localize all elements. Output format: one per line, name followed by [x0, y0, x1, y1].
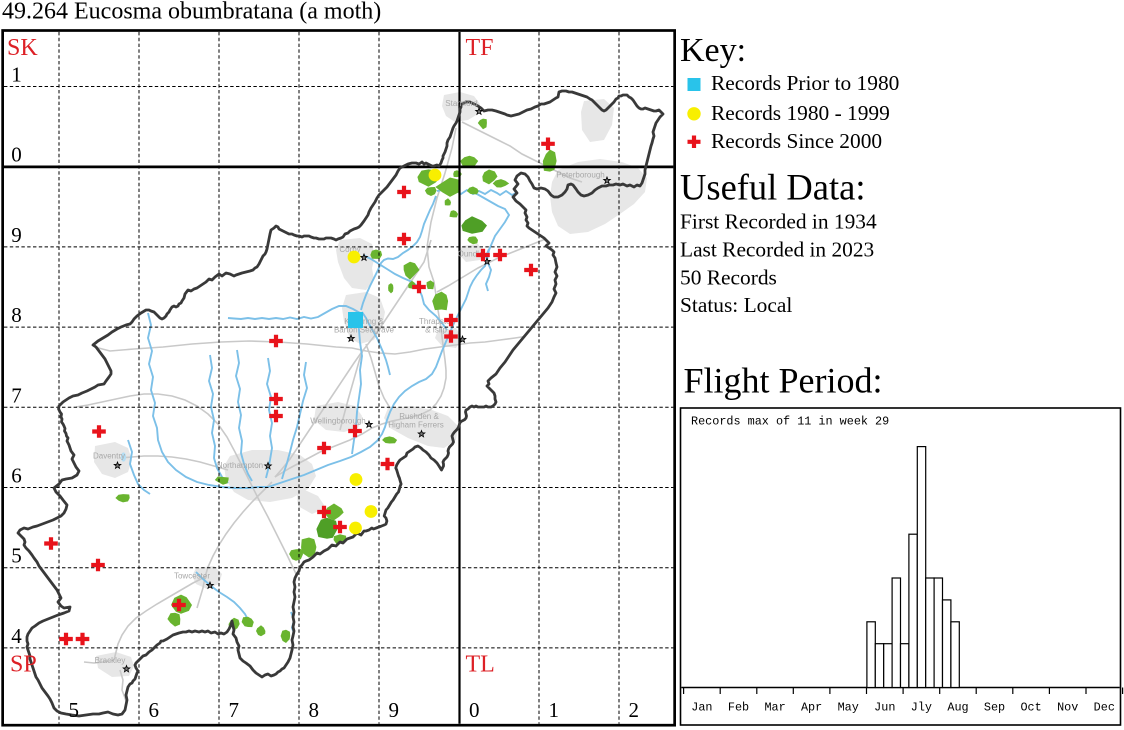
svg-text:6: 6	[149, 698, 160, 722]
svg-text:5: 5	[11, 544, 22, 568]
svg-text:Records Prior to 1980: Records Prior to 1980	[711, 71, 899, 95]
svg-text:Daventry: Daventry	[93, 452, 125, 461]
svg-text:6: 6	[11, 464, 22, 488]
svg-text:Peterborough: Peterborough	[556, 171, 604, 180]
svg-text:Kettering &: Kettering &	[344, 317, 384, 326]
svg-text:Northampton: Northampton	[217, 461, 263, 470]
svg-text:Mar: Mar	[764, 701, 785, 715]
svg-text:Brackley: Brackley	[95, 656, 126, 665]
svg-text:Oundle: Oundle	[458, 250, 484, 259]
svg-text:Feb: Feb	[728, 701, 749, 715]
svg-text:Dec: Dec	[1094, 701, 1115, 715]
svg-text:Key:: Key:	[680, 32, 746, 69]
svg-text:Towcester: Towcester	[174, 572, 210, 581]
svg-text:50 Records: 50 Records	[680, 265, 777, 289]
svg-text:Flight Period:: Flight Period:	[684, 360, 883, 400]
svg-text:2: 2	[629, 698, 640, 722]
svg-text:5: 5	[69, 698, 80, 722]
svg-text:9: 9	[11, 223, 22, 247]
svg-text:Nov: Nov	[1057, 701, 1078, 715]
svg-text:Corby: Corby	[339, 245, 360, 254]
svg-text:Barton Seagrave: Barton Seagrave	[334, 326, 395, 335]
svg-text:TL: TL	[466, 652, 495, 678]
svg-text:Records 1980 - 1999: Records 1980 - 1999	[711, 101, 890, 125]
svg-text:Records Since 2000: Records Since 2000	[711, 129, 882, 153]
svg-text:Jly: Jly	[911, 701, 932, 715]
svg-text:8: 8	[309, 698, 320, 722]
svg-text:Jan: Jan	[691, 701, 712, 715]
svg-text:0: 0	[469, 698, 480, 722]
svg-text:Wellingborough: Wellingborough	[310, 417, 365, 426]
svg-text:Aug: Aug	[947, 701, 968, 715]
svg-text:SP: SP	[10, 652, 37, 678]
svg-text:8: 8	[11, 303, 22, 327]
svg-text:Jun: Jun	[874, 701, 895, 715]
svg-text:First Recorded in 1934: First Recorded in 1934	[680, 210, 877, 234]
svg-text:Status: Local: Status: Local	[680, 293, 792, 317]
svg-text:Sep: Sep	[984, 701, 1005, 715]
svg-text:Useful Data:: Useful Data:	[680, 166, 865, 207]
svg-text:49.264 Eucosma obumbratana (a: 49.264 Eucosma obumbratana (a moth)	[2, 0, 381, 25]
svg-text:4: 4	[11, 624, 22, 648]
svg-text:Rushden &: Rushden &	[399, 412, 439, 421]
svg-text:1: 1	[549, 698, 560, 722]
svg-text:TF: TF	[466, 35, 494, 61]
svg-text:Apr: Apr	[801, 701, 822, 715]
svg-text:& Islip: & Islip	[425, 326, 447, 335]
svg-text:Higham Ferrers: Higham Ferrers	[388, 421, 444, 430]
svg-text:Oct: Oct	[1020, 701, 1041, 715]
svg-text:9: 9	[389, 698, 400, 722]
svg-text:7: 7	[229, 698, 240, 722]
svg-text:Thrapston: Thrapston	[419, 317, 455, 326]
svg-text:SK: SK	[7, 35, 38, 61]
svg-text:1: 1	[11, 63, 22, 87]
svg-text:Stamford: Stamford	[445, 99, 477, 108]
svg-text:Records max of 11 in week 29: Records max of 11 in week 29	[691, 415, 889, 429]
svg-text:Last Recorded in 2023: Last Recorded in 2023	[680, 238, 874, 262]
svg-text:May: May	[838, 701, 859, 715]
svg-text:7: 7	[11, 383, 22, 407]
svg-text:0: 0	[11, 143, 22, 167]
